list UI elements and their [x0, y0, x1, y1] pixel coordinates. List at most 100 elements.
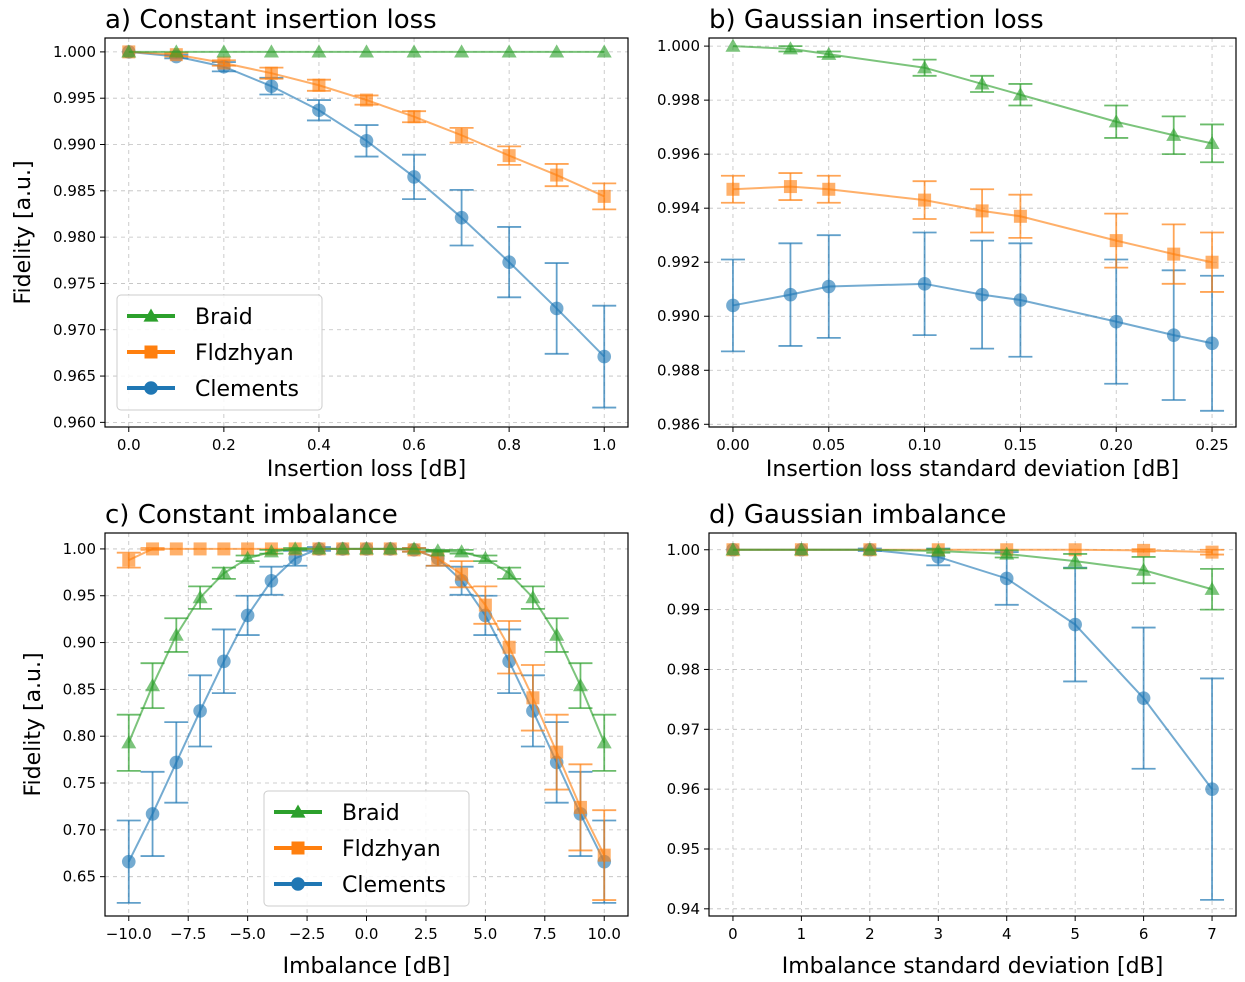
- y-tick-label: 0.95: [63, 587, 96, 605]
- data-point: [1205, 336, 1219, 351]
- data-point: [146, 542, 160, 556]
- data-point: [596, 44, 612, 58]
- data-point: [501, 44, 517, 58]
- x-tick-label: 0.10: [908, 436, 941, 454]
- y-tick-label: 1.00: [63, 540, 96, 558]
- axes-frame: [104, 37, 629, 428]
- data-point: [1167, 247, 1181, 261]
- data-point: [862, 542, 878, 556]
- data-point: [216, 44, 232, 58]
- data-point: [240, 608, 255, 623]
- x-tick-label: 0.00: [716, 436, 749, 454]
- legend-marker: [291, 877, 305, 891]
- data-point: [240, 550, 256, 564]
- data-point: [549, 44, 565, 58]
- y-tick-label: 0.980: [53, 228, 96, 246]
- x-tick-label: 1.0: [592, 436, 616, 454]
- data-point: [217, 56, 231, 70]
- series-clements: [720, 231, 1225, 412]
- x-tick-label: 5.0: [473, 925, 497, 943]
- x-tick-label: 7.5: [533, 925, 557, 943]
- data-point: [975, 287, 989, 302]
- y-tick-label: 1.000: [53, 43, 96, 61]
- data-point: [168, 44, 184, 58]
- x-tick-label: 2.5: [414, 925, 438, 943]
- panel-d: 0 1 2 3 4 5 6 7 0.94 0.95 0.96 0.97 0.98 0.99 1.00 d) G…: [667, 500, 1237, 979]
- legend-entry-clements: Clements: [274, 873, 446, 898]
- y-tick-label: 0.80: [63, 727, 96, 745]
- data-point: [596, 735, 612, 749]
- data-point: [168, 627, 184, 641]
- series-line: [732, 548, 1213, 790]
- y-tick-label: 1.000: [657, 37, 700, 55]
- data-point: [312, 103, 326, 118]
- data-point: [1136, 562, 1152, 576]
- series-fldzhyan: [122, 45, 617, 211]
- data-point: [502, 255, 516, 269]
- data-point: [1013, 293, 1028, 307]
- y-tick-label: 0.996: [657, 145, 700, 163]
- axes-frame: [708, 37, 1237, 428]
- data-point: [1068, 543, 1082, 557]
- data-point: [1166, 127, 1182, 141]
- data-point: [169, 755, 184, 770]
- series-line: [732, 282, 1213, 345]
- data-point: [1137, 543, 1151, 557]
- data-point: [477, 550, 493, 564]
- data-point: [917, 60, 933, 74]
- panel-title: d) Gaussian imbalance: [709, 500, 1006, 530]
- data-point: [193, 704, 207, 718]
- x-tick-label: 5: [1070, 925, 1080, 943]
- data-point: [406, 541, 422, 555]
- data-point: [525, 590, 541, 604]
- x-tick-label: −2.5: [289, 925, 325, 943]
- x-tick-label: 0.15: [1004, 436, 1037, 454]
- data-point: [1067, 553, 1083, 567]
- data-point: [725, 542, 741, 556]
- y-tick-label: 0.986: [657, 415, 700, 433]
- data-point: [454, 544, 470, 558]
- data-point: [406, 44, 422, 58]
- legend: Braid Fldzhyan Clements: [263, 790, 470, 907]
- data-point: [217, 654, 231, 669]
- data-point: [122, 553, 136, 567]
- series-braid: [116, 541, 617, 772]
- legend-entry-fldzhyan: Fldzhyan: [127, 341, 294, 366]
- y-tick-label: 0.960: [53, 413, 96, 431]
- data-point: [501, 565, 517, 579]
- x-tick-label: −10.0: [106, 925, 152, 943]
- data-point: [793, 542, 809, 556]
- x-axis-label: Insertion loss [dB]: [267, 457, 466, 482]
- data-point: [502, 149, 516, 163]
- data-point: [430, 543, 446, 557]
- data-point: [359, 134, 374, 148]
- legend-entry-clements: Clements: [127, 377, 299, 402]
- legend-marker: [143, 308, 159, 322]
- panel-title: a) Constant insertion loss: [105, 5, 437, 35]
- data-point: [726, 182, 740, 196]
- y-tick-label: 0.70: [63, 821, 96, 839]
- x-tick-label: −5.0: [229, 925, 265, 943]
- x-tick-label: 0.05: [812, 436, 845, 454]
- data-point: [597, 848, 611, 862]
- series-braid: [725, 542, 1225, 611]
- data-point: [573, 800, 587, 814]
- legend-entry-braid: Braid: [274, 801, 400, 826]
- x-tick-label: 0.6: [402, 436, 426, 454]
- data-point: [216, 565, 232, 579]
- data-point: [287, 541, 303, 555]
- panel-c: −10.0 −7.5 −5.0 −2.5 0.0 2.5 5.0 7.5 10.0 0.65 0.7…: [21, 500, 629, 979]
- data-point: [312, 78, 326, 92]
- y-tick-label: 0.95: [667, 840, 700, 858]
- series-braid: [725, 38, 1225, 164]
- legend-marker: [144, 345, 158, 359]
- data-point: [526, 691, 540, 705]
- y-tick-label: 0.96: [667, 780, 700, 798]
- x-tick-label: 6: [1139, 925, 1149, 943]
- data-point: [359, 541, 374, 555]
- legend: Braid Fldzhyan Clements: [116, 294, 323, 411]
- y-tick-label: 0.90: [63, 634, 96, 652]
- data-point: [478, 598, 492, 612]
- data-point: [1012, 87, 1028, 101]
- data-point: [822, 182, 836, 196]
